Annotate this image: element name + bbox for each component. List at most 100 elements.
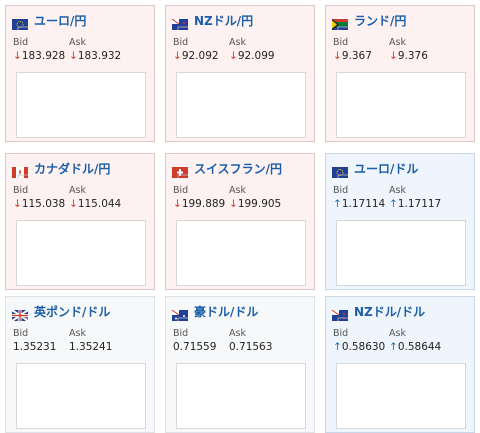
currency-pair-link[interactable]: 英ポンド/ドル — [34, 304, 111, 319]
rate-card-audusd[interactable]: 0.7150.7140.71317:5018:5019:50 豪ドル/ドル Bi… — [165, 296, 315, 433]
currency-pair-link[interactable]: NZドル/ドル — [354, 304, 426, 319]
bid-value: ↓199.889 — [173, 198, 226, 210]
price-chart[interactable] — [176, 363, 306, 429]
price-chart[interactable] — [336, 363, 466, 429]
trend-arrow-icon: ↑ — [389, 198, 398, 210]
candlestick-chart-svg — [177, 364, 307, 430]
price-chart[interactable] — [336, 72, 466, 138]
ask-label: Ask — [229, 185, 246, 196]
currency-flag-icon: 0.7150.7140.71317:5018:5019:50 — [171, 306, 302, 375]
bid-value: 1.35231 — [13, 341, 57, 353]
bid-label: Bid — [333, 328, 349, 339]
trend-arrow-icon: ↓ — [13, 198, 22, 210]
ask-value: ↓92.099 — [229, 50, 275, 62]
rate-card-gbpusd[interactable]: 1.3521.351.34817:5018:5019:50 英ポンド/ドル Bi… — [5, 296, 155, 433]
trend-arrow-icon: ↑ — [333, 198, 342, 210]
trend-arrow-icon: ↓ — [229, 198, 238, 210]
rate-card-cadjpy[interactable]: 11711611517:5018:5019:50 カナダドル/円 Bid Ask… — [5, 153, 155, 290]
ask-label: Ask — [389, 37, 406, 48]
currency-flag-icon: 0.5860.5850.58417:5018:5019:50 — [331, 306, 462, 375]
card-header: 1.1711.171.1691.16817:5018:5019:50 ユーロ/ド… — [332, 160, 462, 232]
bid-label: Bid — [173, 37, 189, 48]
candlestick-chart-svg — [17, 73, 147, 139]
candlestick-chart-svg — [17, 364, 147, 430]
trend-arrow-icon: ↓ — [69, 198, 78, 210]
trend-arrow-icon: ↓ — [389, 50, 398, 62]
currency-pair-link[interactable]: ユーロ/ドル — [354, 161, 419, 176]
candlestick-chart-svg — [177, 221, 307, 287]
bid-value: ↓92.092 — [173, 50, 219, 62]
card-header: 0.5860.5850.58417:5018:5019:50 NZドル/ドル — [331, 303, 462, 375]
ask-value: ↓183.932 — [69, 50, 122, 62]
ask-value: ↓9.376 — [389, 50, 428, 62]
ask-value: ↓199.905 — [229, 198, 282, 210]
currency-flag-icon: 1.1711.171.1691.16817:5018:5019:50 — [332, 163, 462, 232]
currency-pair-link[interactable]: スイスフラン/円 — [194, 161, 283, 176]
trend-arrow-icon: ↑ — [333, 341, 342, 353]
ask-value: ↓115.044 — [69, 198, 122, 210]
bid-value: ↓9.367 — [333, 50, 372, 62]
candlestick-chart-svg — [17, 221, 147, 287]
rate-card-nzdjpy[interactable]: 93.59392.59217:5018:5019:50 NZドル/円 Bid A… — [165, 5, 315, 142]
trend-arrow-icon: ↓ — [173, 198, 182, 210]
ask-value: ↑1.17117 — [389, 198, 442, 210]
candlestick-chart-svg — [177, 73, 307, 139]
ask-value: 1.35241 — [69, 341, 113, 353]
card-header: 0.7150.7140.71317:5018:5019:50 豪ドル/ドル — [171, 303, 302, 375]
trend-arrow-icon: ↓ — [13, 50, 22, 62]
card-header: 93.59392.59217:5018:5019:50 NZドル/円 — [171, 12, 297, 84]
currency-pair-link[interactable]: カナダドル/円 — [34, 161, 111, 176]
currency-flag-icon: 18718618518417:5018:5019:50 — [12, 15, 135, 84]
bid-label: Bid — [333, 185, 349, 196]
price-chart[interactable] — [16, 220, 146, 286]
rate-card-nzdusd[interactable]: 0.5860.5850.58417:5018:5019:50 NZドル/ドル B… — [325, 296, 475, 433]
price-chart[interactable] — [176, 220, 306, 286]
ask-label: Ask — [389, 185, 406, 196]
price-chart[interactable] — [16, 72, 146, 138]
ask-label: Ask — [69, 328, 86, 339]
bid-value: ↓115.038 — [13, 198, 66, 210]
currency-pair-link[interactable]: NZドル/円 — [194, 13, 254, 28]
rate-card-zarjpy[interactable]: 9.59.459.417:5018:5019:50 ランド/円 Bid Ask … — [325, 5, 475, 142]
bid-label: Bid — [13, 185, 29, 196]
rate-card-eurusd[interactable]: 1.1711.171.1691.16817:5018:5019:50 ユーロ/ド… — [325, 153, 475, 290]
price-chart[interactable] — [176, 72, 306, 138]
fx-rate-grid: 18718618518417:5018:5019:50 ユーロ/円 Bid As… — [5, 5, 475, 433]
bid-label: Bid — [333, 37, 349, 48]
candlestick-chart-svg — [337, 221, 467, 287]
bid-label: Bid — [13, 37, 29, 48]
ask-label: Ask — [69, 37, 86, 48]
card-header: 18718618518417:5018:5019:50 ユーロ/円 — [12, 12, 135, 84]
currency-pair-link[interactable]: ユーロ/円 — [34, 13, 87, 28]
bid-label: Bid — [13, 328, 29, 339]
ask-label: Ask — [229, 37, 246, 48]
card-header: 9.59.459.417:5018:5019:50 ランド/円 — [332, 12, 457, 84]
ask-value: ↑0.58644 — [389, 341, 442, 353]
currency-flag-icon: 9.59.459.417:5018:5019:50 — [332, 15, 457, 84]
ask-label: Ask — [389, 328, 406, 339]
trend-arrow-icon: ↓ — [333, 50, 342, 62]
currency-flag-icon: 93.59392.59217:5018:5019:50 — [171, 15, 297, 84]
candlestick-chart-svg — [337, 73, 467, 139]
bid-label: Bid — [173, 328, 189, 339]
ask-label: Ask — [229, 328, 246, 339]
card-header: 20320220120017:5018:5019:50 スイスフラン/円 — [172, 160, 295, 232]
price-chart[interactable] — [16, 363, 146, 429]
currency-flag-icon: 20320220120017:5018:5019:50 — [172, 163, 295, 232]
trend-arrow-icon: ↓ — [173, 50, 182, 62]
bid-label: Bid — [173, 185, 189, 196]
rate-card-chfjpy[interactable]: 20320220120017:5018:5019:50 スイスフラン/円 Bid… — [165, 153, 315, 290]
currency-pair-link[interactable]: 豪ドル/ドル — [194, 304, 259, 319]
trend-arrow-icon: ↓ — [229, 50, 238, 62]
currency-flag-icon: 1.3521.351.34817:5018:5019:50 — [11, 306, 142, 375]
ask-value: 0.71563 — [229, 341, 273, 353]
currency-pair-link[interactable]: ランド/円 — [354, 13, 407, 28]
bid-value: ↓183.928 — [13, 50, 66, 62]
rate-card-eurjpy[interactable]: 18718618518417:5018:5019:50 ユーロ/円 Bid As… — [5, 5, 155, 142]
trend-arrow-icon: ↑ — [389, 341, 398, 353]
price-chart[interactable] — [336, 220, 466, 286]
currency-flag-icon: 11711611517:5018:5019:50 — [12, 163, 135, 232]
bid-value: ↑1.17114 — [333, 198, 386, 210]
bid-value: ↑0.58630 — [333, 341, 386, 353]
candlestick-chart-svg — [337, 364, 467, 430]
